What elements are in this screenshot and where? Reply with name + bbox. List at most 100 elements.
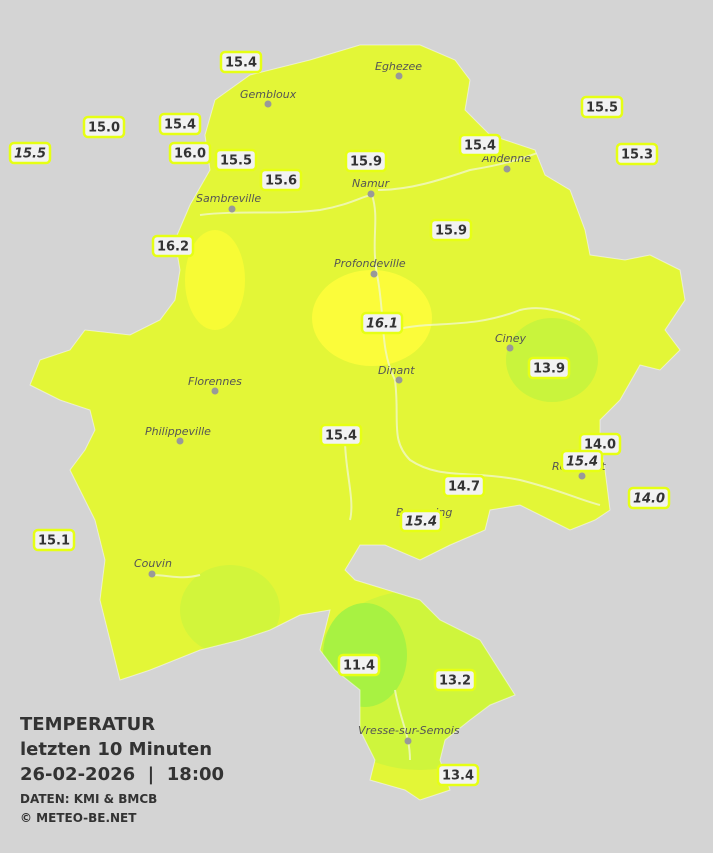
station-box	[560, 449, 604, 473]
station-box	[458, 133, 502, 157]
legend-period: letzten 10 Minuten	[20, 739, 212, 760]
station-value: 14.7	[448, 480, 480, 495]
station-value: 15.4	[164, 118, 196, 133]
station-box	[151, 234, 195, 258]
city-dot	[211, 387, 219, 395]
city-dot	[148, 570, 156, 578]
city-dot	[176, 437, 184, 445]
station: 15.9	[429, 218, 473, 242]
station: 15.1	[32, 528, 76, 552]
station: 13.4	[436, 763, 480, 787]
city-dot	[506, 344, 514, 352]
station: 15.4	[319, 423, 363, 447]
station-value: 13.2	[439, 674, 471, 689]
city-label: Namur	[352, 177, 391, 190]
station-box	[219, 50, 263, 74]
station-box	[627, 486, 671, 510]
station: 11.4	[337, 653, 381, 677]
station: 13.9	[527, 356, 571, 380]
station: 14.7	[442, 474, 486, 498]
station-value: 14.0	[584, 438, 616, 453]
province	[29, 44, 686, 801]
station-value: 15.9	[350, 155, 382, 170]
city-dot	[395, 376, 403, 384]
station: 15.5	[214, 148, 258, 172]
city-dot	[395, 72, 403, 80]
station-box	[429, 218, 473, 242]
stations: 15.4 15.5 15.0 15.5 15.4 16.0 15.5 15.4 15.3 15.9…	[8, 50, 671, 787]
station-value: 13.4	[442, 769, 474, 784]
station: 16.2	[151, 234, 195, 258]
station-value: 16.2	[157, 240, 189, 255]
city-label: Florennes	[188, 375, 242, 388]
station-box	[8, 141, 52, 165]
city-label: Sambreville	[196, 192, 261, 205]
station: 15.4	[560, 449, 604, 473]
station: 15.4	[219, 50, 263, 74]
city-label: Ciney	[495, 332, 526, 345]
city-label: Dinant	[378, 364, 415, 377]
city-label: Philippeville	[145, 425, 211, 438]
station: 15.4	[458, 133, 502, 157]
station-box	[399, 509, 443, 533]
city-label: Eghezee	[375, 60, 422, 73]
station-value: 15.5	[586, 101, 618, 116]
legend: TEMPERATUR letzten 10 Minuten 26-02-2026…	[20, 714, 224, 825]
station-value: 11.4	[343, 659, 375, 674]
station: 16.0	[168, 141, 212, 165]
station-value: 15.4	[325, 429, 357, 444]
station-value: 15.6	[265, 174, 297, 189]
station-value: 15.0	[88, 121, 120, 136]
city-dot	[228, 205, 236, 213]
city-dot	[370, 270, 378, 278]
city-label: Couvin	[134, 557, 172, 570]
city-label: Vresse-sur-Semois	[358, 724, 460, 737]
station-box	[360, 311, 404, 335]
station-box	[158, 112, 202, 136]
station: 15.4	[399, 509, 443, 533]
station: 15.6	[259, 168, 303, 192]
station-box	[168, 141, 212, 165]
station-box	[337, 653, 381, 677]
station: 15.5	[8, 141, 52, 165]
station-value: 15.9	[435, 224, 467, 239]
station: 15.3	[615, 142, 659, 166]
station-value: 15.5	[14, 147, 46, 162]
city-label: Profondeville	[334, 257, 406, 270]
station-box	[433, 668, 477, 692]
station-box	[442, 474, 486, 498]
city-dot	[404, 737, 412, 745]
station-value: 15.5	[220, 154, 252, 169]
station-value: 15.1	[38, 534, 70, 549]
station-box	[82, 115, 126, 139]
city-dot	[264, 100, 272, 108]
legend-source: DATEN: KMI & BMCB	[20, 792, 157, 806]
station-box	[319, 423, 363, 447]
station-value: 15.4	[464, 139, 496, 154]
station: 14.0	[578, 432, 622, 456]
station-box	[214, 148, 258, 172]
station-value: 16.0	[174, 147, 206, 162]
station: 15.0	[82, 115, 126, 139]
legend-title: TEMPERATUR	[20, 714, 155, 735]
city-dot	[367, 190, 375, 198]
station-value: 15.4	[225, 56, 257, 71]
station-value: 15.4	[566, 455, 598, 470]
legend-copyright: © METEO-BE.NET	[20, 811, 137, 825]
legend-datetime: 26-02-2026 | 18:00	[20, 764, 224, 785]
station: 13.2	[433, 668, 477, 692]
station-box	[527, 356, 571, 380]
city-label: Gembloux	[240, 88, 297, 101]
station-value: 14.0	[633, 492, 665, 507]
station-value: 15.3	[621, 148, 653, 163]
station-box	[615, 142, 659, 166]
station: 15.9	[344, 149, 388, 173]
city-dot	[503, 165, 511, 173]
station-box	[32, 528, 76, 552]
city-dot	[578, 472, 586, 480]
station: 15.5	[580, 95, 624, 119]
station-value: 13.9	[533, 362, 565, 377]
station: 16.1	[360, 311, 404, 335]
